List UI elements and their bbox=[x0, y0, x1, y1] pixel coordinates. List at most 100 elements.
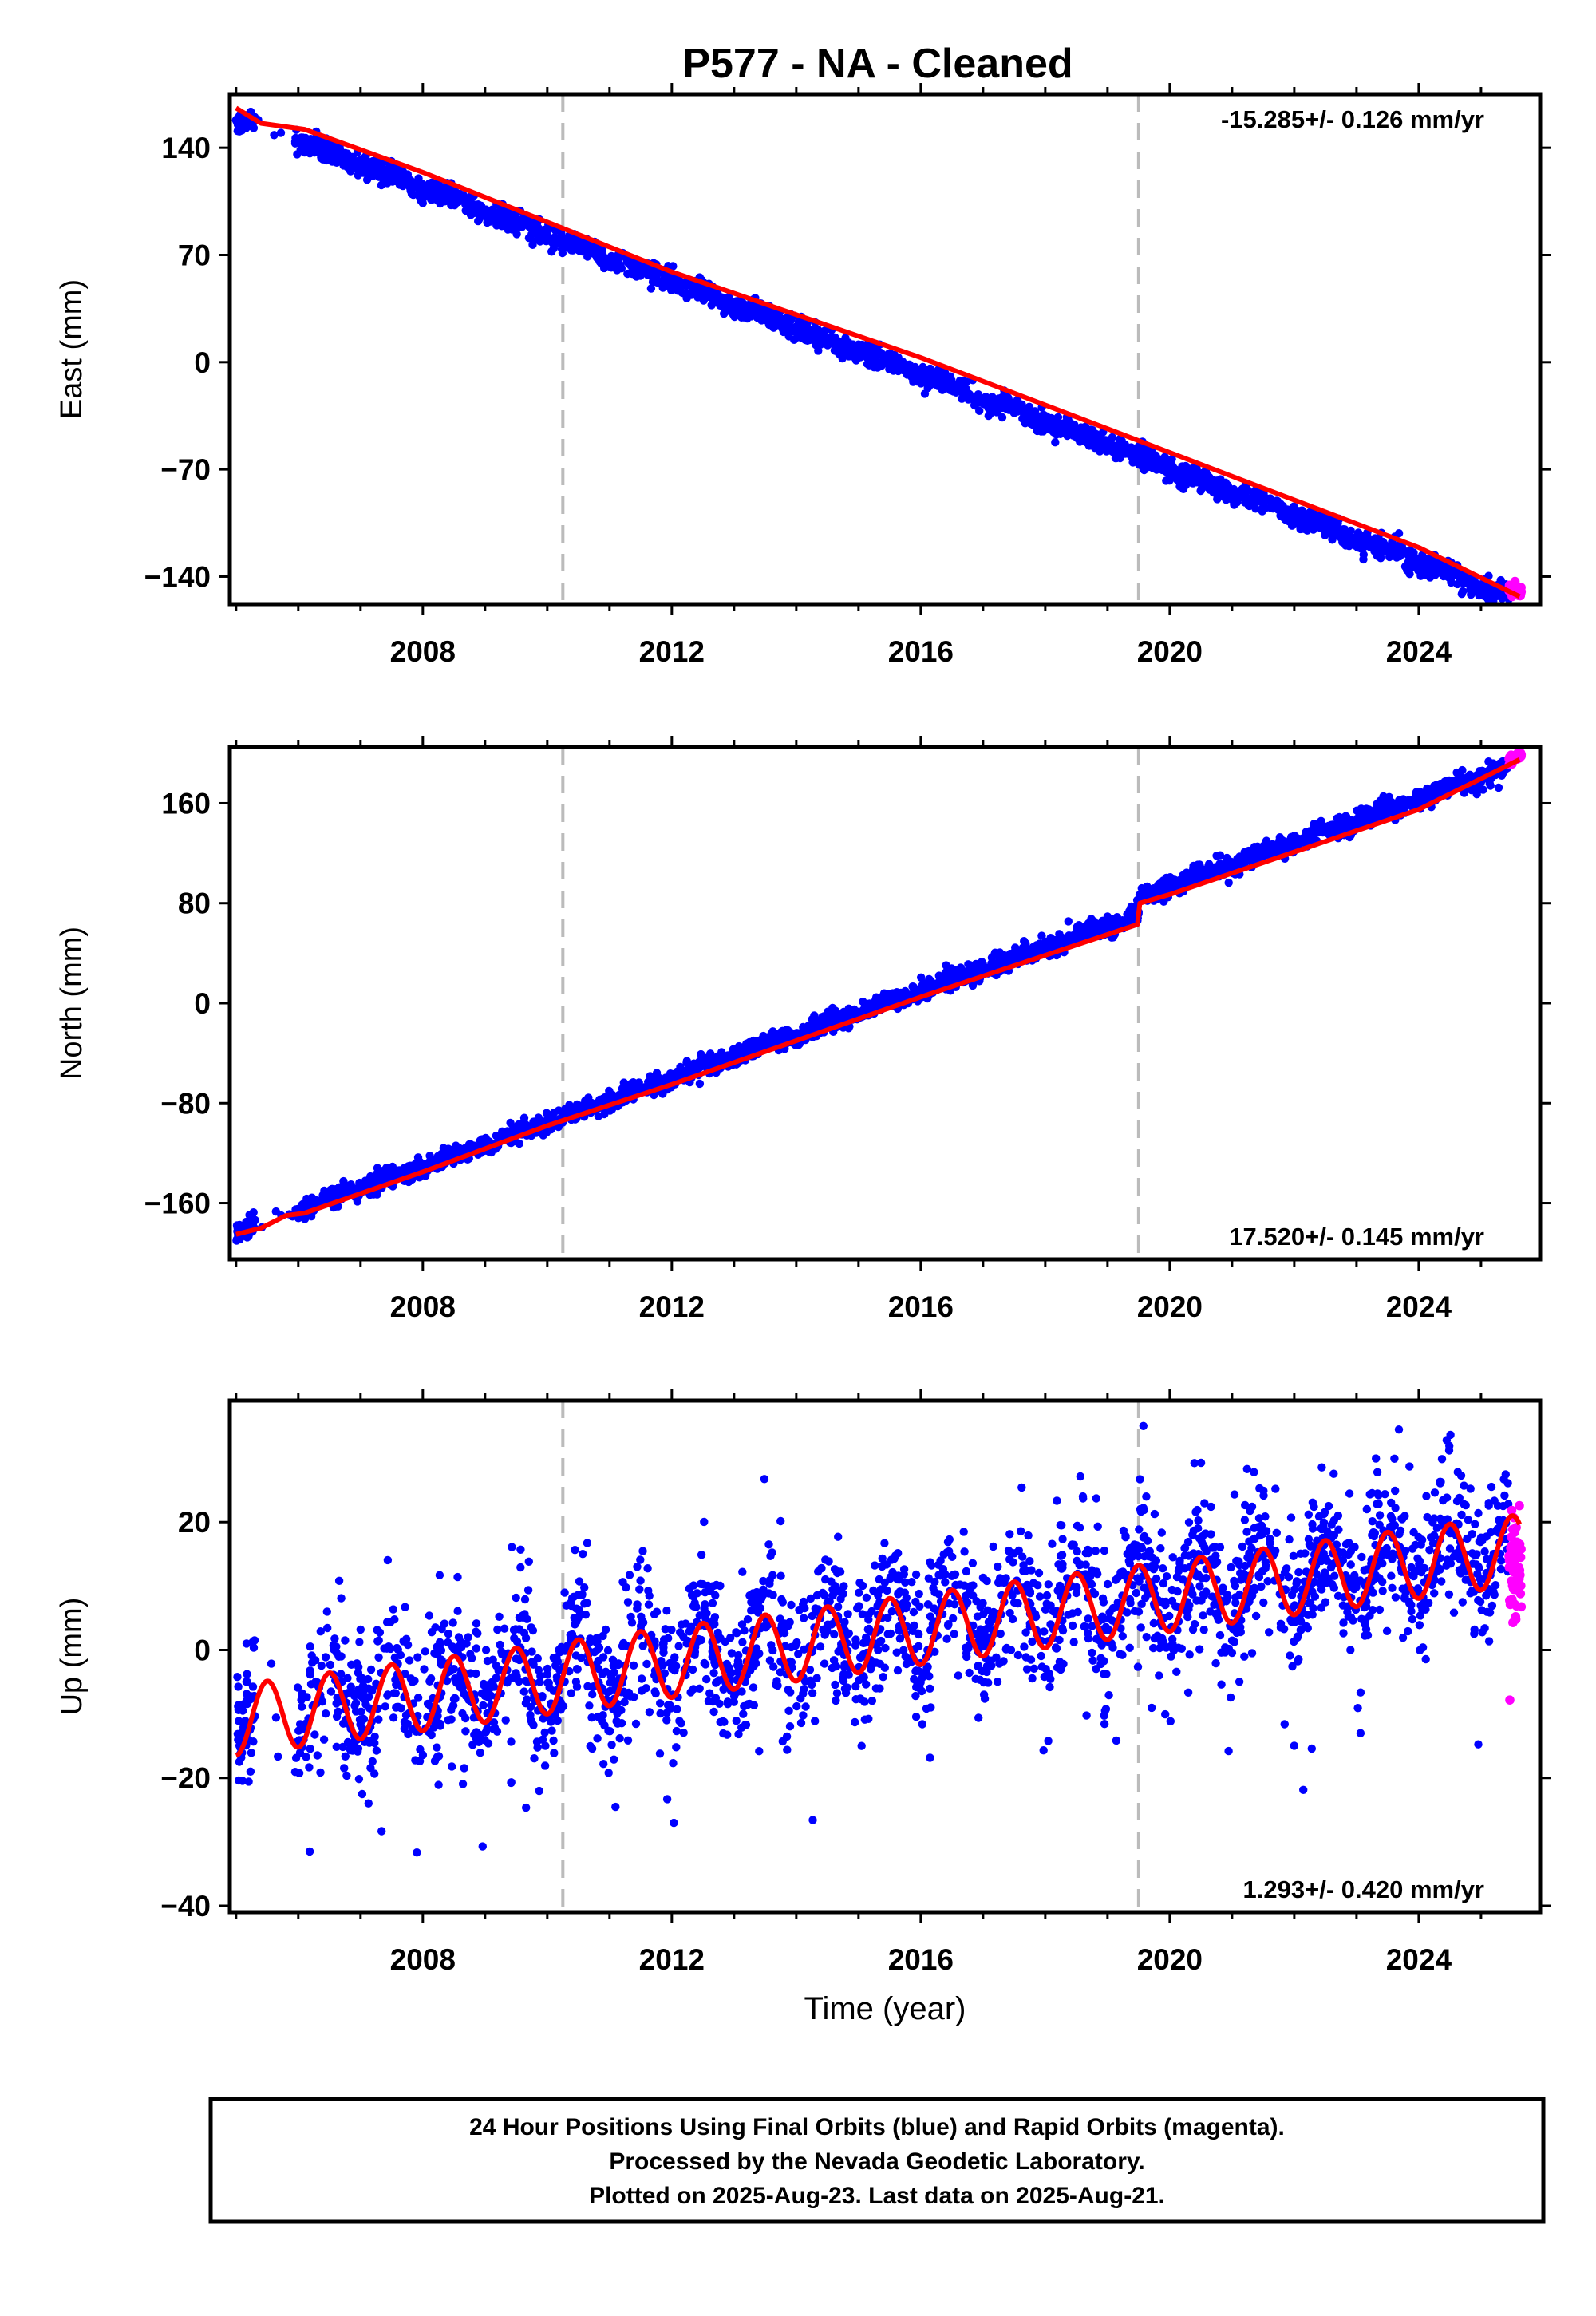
east-plot-area bbox=[231, 94, 1527, 604]
east-point bbox=[889, 364, 898, 373]
east-point bbox=[823, 341, 832, 350]
east-point bbox=[830, 346, 839, 355]
east-point bbox=[418, 196, 427, 204]
east-ytick-label: 140 bbox=[161, 132, 211, 164]
north-point bbox=[629, 1078, 638, 1087]
east-point bbox=[784, 319, 793, 329]
east-point bbox=[986, 409, 995, 418]
east-point bbox=[504, 223, 513, 231]
north-point bbox=[1169, 877, 1179, 886]
east-point bbox=[1123, 445, 1132, 454]
east-point bbox=[957, 383, 966, 393]
east-ytick-label: −140 bbox=[144, 560, 211, 593]
north-point bbox=[542, 1109, 551, 1117]
east-point bbox=[933, 367, 942, 377]
north-point bbox=[1227, 857, 1235, 866]
east-point bbox=[437, 184, 446, 192]
east-point bbox=[1276, 512, 1285, 520]
east-point bbox=[737, 306, 745, 315]
east-point bbox=[1162, 476, 1171, 485]
east-point bbox=[1020, 417, 1029, 425]
north-point bbox=[417, 1159, 425, 1168]
east-point bbox=[233, 121, 243, 129]
east-point bbox=[851, 356, 861, 365]
east-point bbox=[399, 172, 408, 181]
east-point bbox=[958, 377, 968, 385]
north-point bbox=[1140, 892, 1149, 901]
east-point bbox=[831, 333, 839, 342]
north-point bbox=[595, 1098, 603, 1108]
north-point bbox=[744, 1045, 753, 1054]
east-point bbox=[1051, 438, 1060, 447]
east-point bbox=[587, 241, 595, 251]
east-point bbox=[1467, 590, 1476, 599]
east-point bbox=[1242, 484, 1252, 494]
north-point bbox=[1020, 937, 1029, 946]
east-point bbox=[392, 176, 401, 186]
east-point bbox=[1182, 468, 1191, 478]
east-point bbox=[670, 277, 678, 286]
east-ytick-label: 0 bbox=[194, 346, 211, 379]
north-point bbox=[1182, 872, 1191, 881]
east-point bbox=[1314, 516, 1323, 524]
east-point bbox=[1128, 458, 1137, 467]
north-point bbox=[1143, 882, 1152, 891]
east-point bbox=[921, 367, 930, 376]
east-point bbox=[1039, 427, 1048, 436]
east-point bbox=[1405, 546, 1415, 555]
east-point bbox=[1022, 406, 1032, 415]
east-point bbox=[790, 335, 799, 344]
north-point bbox=[1476, 785, 1485, 794]
east-point bbox=[1242, 492, 1251, 502]
east-point bbox=[454, 197, 463, 207]
east-point bbox=[1470, 577, 1479, 586]
north-point bbox=[1486, 781, 1495, 790]
east-point bbox=[317, 152, 326, 162]
east-point bbox=[1315, 524, 1325, 532]
east-point bbox=[371, 167, 380, 176]
east-point bbox=[596, 247, 606, 256]
east-point bbox=[558, 248, 567, 258]
east-point bbox=[1068, 420, 1077, 429]
east-point bbox=[330, 142, 339, 152]
east-point bbox=[1359, 550, 1369, 559]
north-panel: North (mm) 17.520+/- 0.145 mm/yr −160−80… bbox=[55, 736, 1551, 1323]
north-point bbox=[765, 1037, 774, 1045]
east-point bbox=[291, 133, 300, 143]
east-point bbox=[650, 268, 658, 277]
east-point bbox=[1304, 520, 1314, 528]
east-point bbox=[303, 144, 312, 154]
east-point bbox=[840, 338, 849, 346]
east-point bbox=[528, 240, 537, 249]
east-point bbox=[1179, 484, 1188, 493]
east-point bbox=[938, 385, 947, 394]
east-point bbox=[469, 207, 478, 216]
east-point bbox=[508, 214, 516, 223]
east-point bbox=[1013, 404, 1022, 413]
east-point bbox=[904, 365, 913, 374]
east-point bbox=[925, 373, 934, 382]
east-point bbox=[779, 327, 788, 337]
east-point bbox=[698, 284, 707, 294]
east-point bbox=[945, 376, 954, 385]
east-point bbox=[1457, 590, 1467, 599]
north-point bbox=[534, 1113, 543, 1122]
north-point bbox=[1073, 929, 1083, 939]
east-xtick-label: 2012 bbox=[639, 635, 705, 668]
east-point bbox=[1370, 534, 1380, 543]
east-point bbox=[774, 312, 784, 321]
east-point bbox=[1140, 465, 1149, 475]
east-point bbox=[314, 146, 323, 156]
east-point bbox=[321, 142, 330, 152]
east-point bbox=[1269, 504, 1278, 513]
north-point bbox=[829, 1008, 838, 1018]
east-point bbox=[401, 179, 411, 188]
north-point bbox=[1365, 805, 1373, 814]
east-point bbox=[769, 323, 778, 332]
east-point bbox=[354, 160, 362, 168]
north-point bbox=[1353, 806, 1361, 815]
east-rate-label: -15.285+/- 0.126 mm/yr bbox=[1221, 105, 1484, 133]
east-xtick-label: 2016 bbox=[888, 635, 954, 668]
east-point bbox=[1030, 421, 1039, 430]
